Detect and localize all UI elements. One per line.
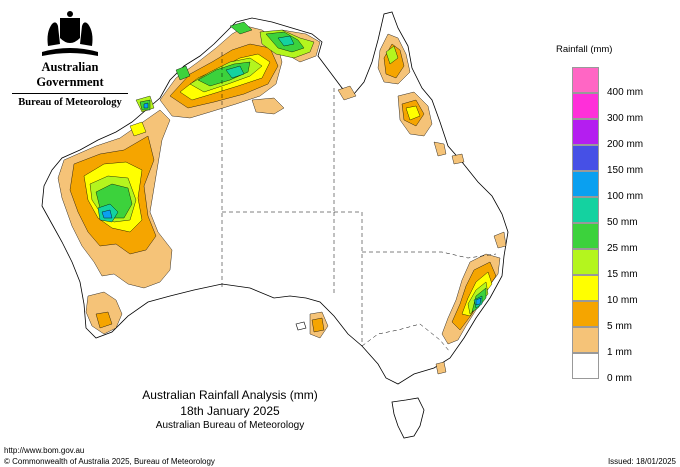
legend-swatch bbox=[572, 171, 599, 197]
legend-label: 0 mm bbox=[607, 373, 632, 384]
state-borders bbox=[221, 52, 497, 353]
tasmania bbox=[391, 397, 425, 439]
mainland-australia bbox=[41, 11, 509, 385]
government-name: Australian Government bbox=[36, 60, 104, 89]
rain-100mm-areas bbox=[101, 102, 482, 306]
legend-label: 150 mm bbox=[607, 165, 644, 176]
legend-label: 25 mm bbox=[607, 243, 638, 254]
map-organisation: Australian Bureau of Meteorology bbox=[155, 420, 305, 431]
legend-label: 10 mm bbox=[607, 295, 638, 306]
website-url: http://www.bom.gov.au bbox=[4, 446, 85, 455]
kangaroo-island bbox=[295, 321, 307, 331]
legend-swatch bbox=[572, 93, 599, 119]
legend-swatch bbox=[572, 145, 599, 171]
legend-swatch bbox=[572, 119, 599, 145]
legend-label: 400 mm bbox=[607, 87, 644, 98]
legend-title: Rainfall (mm) bbox=[556, 44, 613, 55]
map-caption: Australian Rainfall Analysis (mm) 18th J… bbox=[130, 388, 330, 431]
legend-label: 100 mm bbox=[607, 191, 644, 202]
legend-swatch bbox=[572, 67, 599, 93]
legend-swatch bbox=[572, 353, 599, 379]
legend-label: 5 mm bbox=[607, 321, 632, 332]
legend-swatch bbox=[572, 275, 599, 301]
map-date: 18th January 2025 bbox=[180, 404, 280, 418]
legend-label: 15 mm bbox=[607, 269, 638, 280]
legend-label: 1 mm bbox=[607, 347, 632, 358]
legend-swatch bbox=[572, 197, 599, 223]
legend-swatch bbox=[572, 223, 599, 249]
legend-swatch bbox=[572, 301, 599, 327]
logo-divider bbox=[12, 93, 128, 94]
bureau-name: Bureau of Meteorology bbox=[18, 97, 122, 108]
legend-label: 50 mm bbox=[607, 217, 638, 228]
copyright-notice: © Commonwealth of Australia 2025, Bureau… bbox=[4, 457, 215, 466]
legend-label: 200 mm bbox=[607, 139, 644, 150]
coat-of-arms-icon bbox=[42, 11, 98, 56]
map-title: Australian Rainfall Analysis (mm) bbox=[142, 388, 318, 402]
government-logo: Australian Government Bureau of Meteorol… bbox=[8, 8, 132, 108]
legend-label: 300 mm bbox=[607, 113, 644, 124]
issued-date: Issued: 18/01/2025 bbox=[607, 457, 676, 466]
legend-swatch bbox=[572, 249, 599, 275]
legend-swatch bbox=[572, 327, 599, 353]
